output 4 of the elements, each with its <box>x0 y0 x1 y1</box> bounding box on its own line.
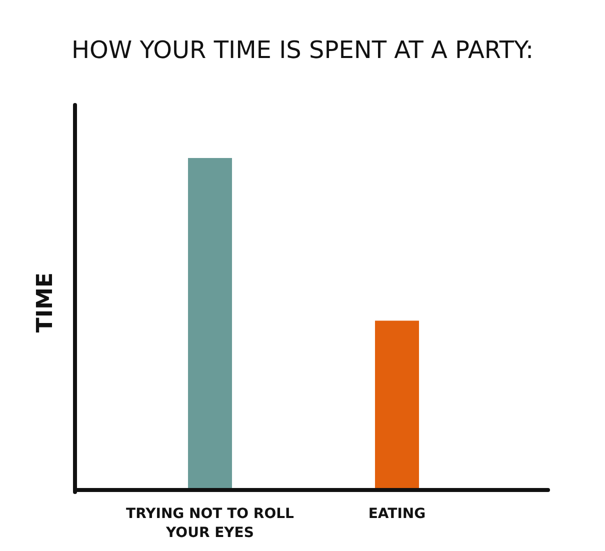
y-axis-title: TIME <box>33 272 58 333</box>
chart-title: HOW YOUR TIME IS SPENT AT A PARTY: <box>71 36 534 64</box>
x-tick-label: EATING <box>368 506 426 522</box>
x-tick-label: TRYING NOT TO ROLL YOUR EYES <box>126 506 294 541</box>
